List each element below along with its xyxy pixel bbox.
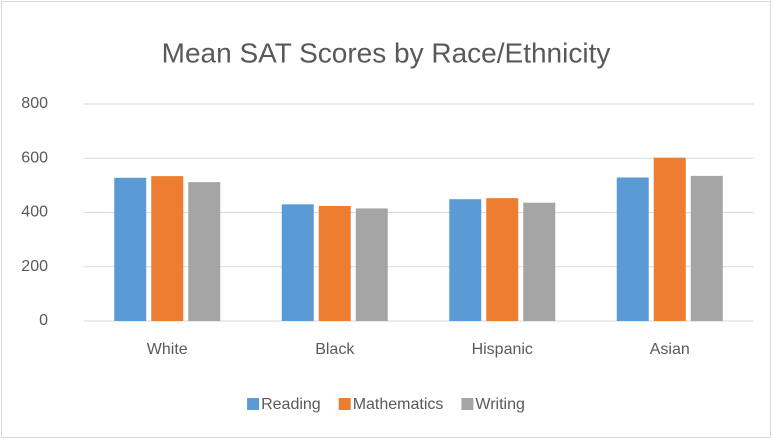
bar [188, 182, 221, 321]
bar [523, 202, 556, 321]
bar [616, 177, 649, 321]
bar [318, 205, 351, 321]
bar [690, 175, 723, 321]
bar [281, 204, 314, 321]
legend-label: Writing [475, 396, 525, 413]
y-tick-label: 200 [21, 258, 48, 275]
y-tick-label: 800 [21, 95, 48, 112]
bar [151, 176, 184, 321]
bar [114, 177, 147, 321]
bar [355, 208, 388, 321]
y-tick-label: 400 [21, 204, 48, 221]
legend-label: Mathematics [353, 396, 444, 413]
legend-swatch [338, 398, 351, 410]
y-tick-label: 0 [39, 312, 48, 329]
bar [449, 199, 482, 321]
y-tick-label: 600 [21, 149, 48, 166]
x-tick-label: White [147, 341, 188, 358]
legend-swatch [461, 398, 474, 410]
chart-title: Mean SAT Scores by Race/Ethnicity [162, 37, 611, 68]
x-tick-label: Black [315, 341, 355, 358]
bar [653, 157, 686, 321]
legend-swatch [247, 398, 260, 410]
legend-label: Reading [261, 396, 321, 413]
x-tick-label: Hispanic [472, 341, 533, 358]
bar [486, 198, 519, 321]
x-tick-label: Asian [650, 341, 690, 358]
